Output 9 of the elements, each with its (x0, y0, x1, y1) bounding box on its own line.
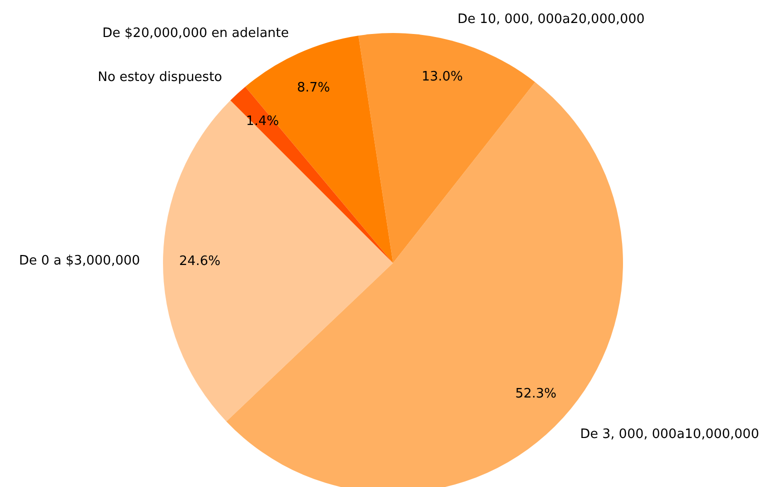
data-label: 52.3% (515, 386, 557, 402)
data-label: 13.0% (422, 70, 463, 85)
slice-label: De 0 a $3,000,000 (18, 253, 140, 268)
slice-label: De 3, 000, 000a10,000,000 (580, 426, 760, 442)
slice-label: De 10, 000, 000a20,000,000 (457, 12, 645, 27)
slice-label: No estoy dispuesto (98, 70, 222, 85)
data-label: 24.6% (179, 254, 220, 270)
slice-label: De $20,000,000 en adelante (102, 26, 289, 41)
data-label: 8.7% (296, 80, 330, 96)
